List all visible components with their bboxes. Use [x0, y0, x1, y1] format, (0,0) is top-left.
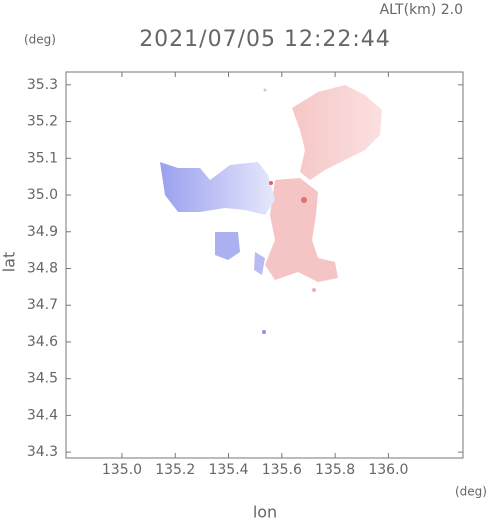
y-tick-label: 34.8 [27, 260, 58, 276]
echo-field [160, 85, 382, 334]
x-axis-label: lon [253, 503, 277, 521]
x-unit: (deg) [455, 485, 487, 499]
x-tick-label: 135.8 [315, 462, 355, 478]
chart-title: 2021/07/05 12:22:44 [139, 27, 391, 52]
x-tick-label: 136.0 [368, 462, 408, 478]
y-tick-label: 35.0 [27, 187, 58, 203]
y-tick-label: 34.5 [27, 371, 58, 387]
y-tick-label: 35.3 [27, 77, 58, 93]
y-tick-label: 34.3 [27, 444, 58, 460]
x-tick-label: 135.6 [262, 462, 302, 478]
x-tick-label: 135.0 [102, 462, 142, 478]
y-tick-label: 34.7 [27, 297, 58, 313]
y-tick-label: 35.2 [27, 114, 58, 130]
y-tick-label: 34.9 [27, 224, 58, 240]
x-tick-label: 135.4 [208, 462, 248, 478]
plot-frame [65, 71, 464, 459]
y-tick-label: 34.4 [27, 407, 58, 423]
y-axis-label: lat [0, 252, 19, 273]
y-tick-label: 35.1 [27, 150, 58, 166]
y-unit: (deg) [24, 33, 56, 47]
x-tick-label: 135.2 [155, 462, 195, 478]
y-tick-label: 34.6 [27, 334, 58, 350]
altitude: ALT(km) 2.0 [380, 2, 463, 18]
